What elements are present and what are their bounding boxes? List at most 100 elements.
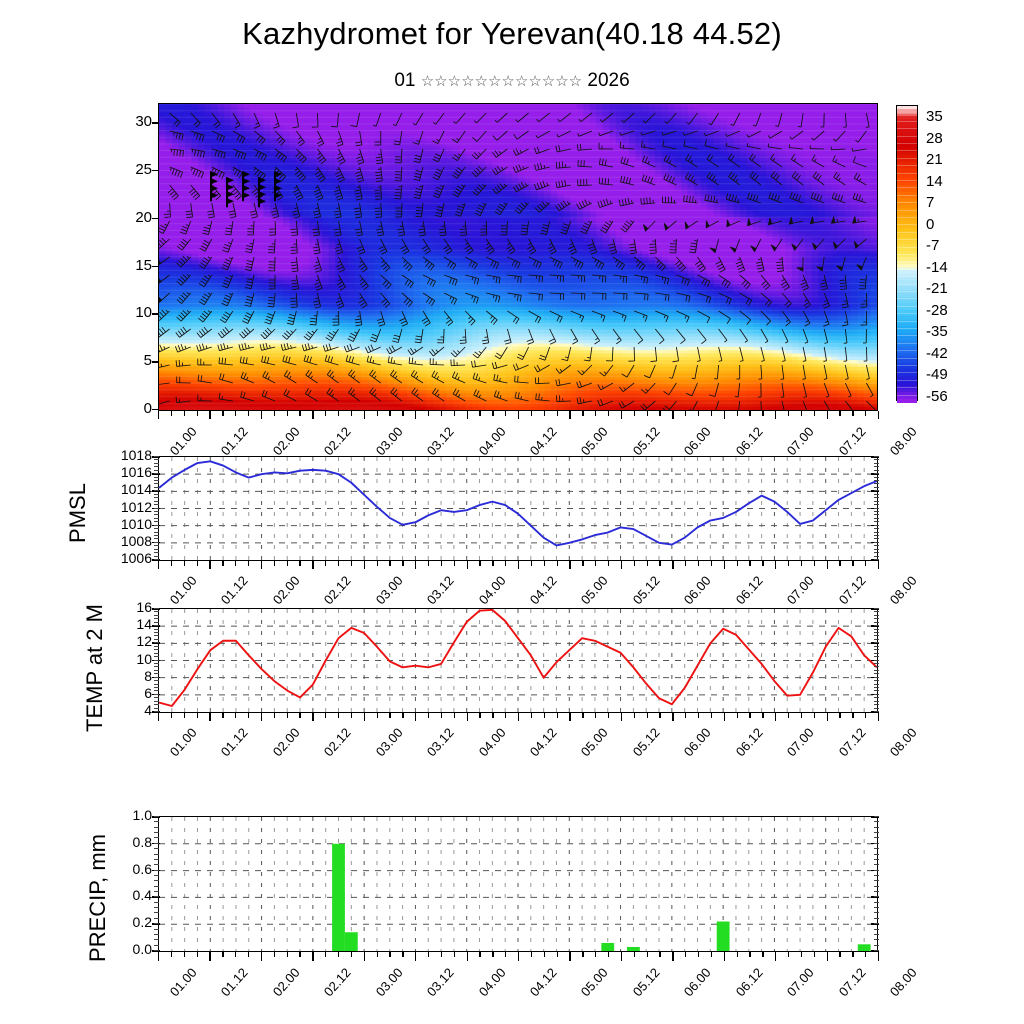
- y-axis-minor-tick: [154, 933, 159, 935]
- y-axis-minor-tick: [154, 528, 159, 530]
- wind-barb: [159, 292, 170, 304]
- y-axis-minor-tick: [154, 504, 159, 506]
- colorbar-segment: [897, 122, 917, 127]
- wind-barb: [708, 382, 720, 397]
- temperature-panel: [158, 608, 878, 713]
- x-axis-tick-label: 02.12: [321, 424, 354, 459]
- x-axis-tick-mark: [299, 712, 301, 718]
- y-axis-minor-tick: [154, 514, 159, 516]
- y-axis-minor-tick: [874, 548, 879, 550]
- wind-barb: [407, 346, 424, 356]
- colorbar-segment: [897, 349, 917, 354]
- x-axis-tick-mark: [363, 560, 365, 569]
- subtitle-day: 01: [394, 70, 416, 91]
- temperature-plot: [159, 609, 877, 712]
- x-axis-tick-label: 06.12: [732, 725, 766, 760]
- x-axis-tick-label: 03.12: [423, 573, 457, 608]
- x-axis-tick-mark: [685, 712, 687, 718]
- colorbar-segment: [897, 175, 917, 180]
- x-axis-tick-mark: [530, 951, 533, 957]
- colorbar-band-divider: [897, 194, 917, 196]
- wind-barb: [767, 130, 783, 139]
- wind-barb: [228, 202, 237, 219]
- wind-barb: [704, 194, 719, 204]
- colorbar-band-divider: [897, 379, 917, 381]
- wind-barb: [197, 374, 212, 384]
- wind-barb: [570, 310, 585, 323]
- wind-barb: [866, 400, 877, 410]
- wind-barb: [493, 390, 508, 402]
- wind-barb: [760, 310, 772, 326]
- x-axis-tick-label: 07.00: [783, 965, 817, 1000]
- wind-barb: [313, 292, 322, 309]
- y-axis-minor-tick: [154, 707, 159, 709]
- y-axis-minor-tick: [874, 645, 879, 647]
- x-axis-tick-mark: [363, 712, 365, 721]
- colorbar-band-divider: [897, 231, 917, 233]
- wind-barb: [676, 274, 690, 286]
- wind-barb: [526, 328, 534, 345]
- wind-barb: [655, 274, 670, 285]
- wind-barb: [739, 328, 748, 343]
- colorbar-segment: [897, 115, 917, 120]
- x-axis-tick-mark: [659, 560, 661, 566]
- wind-barb: [620, 220, 635, 233]
- y-axis-minor-tick: [154, 686, 159, 688]
- wind-barb: [739, 274, 751, 290]
- wind-barb: [730, 112, 741, 126]
- x-axis-tick-mark: [672, 951, 674, 961]
- wind-barb: [809, 145, 825, 150]
- wind-barb: [781, 310, 791, 327]
- wind-barb: [577, 130, 593, 137]
- y-axis-minor-tick: [874, 826, 879, 828]
- y-axis-minor-tick: [874, 469, 879, 471]
- wind-barb: [704, 139, 719, 150]
- x-axis-tick-mark: [350, 712, 353, 718]
- wind-barb: [781, 328, 789, 344]
- wind-barb: [324, 354, 339, 366]
- wind-barb: [755, 256, 765, 273]
- x-axis-tick-mark: [492, 951, 494, 957]
- wind-barb: [415, 202, 424, 218]
- y-axis-minor-tick: [874, 680, 879, 682]
- wind-barb: [239, 327, 255, 339]
- x-axis-tick-mark: [595, 951, 597, 957]
- wind-barb: [718, 292, 732, 305]
- wind-barb: [775, 112, 783, 127]
- wind-barb: [781, 400, 785, 410]
- y-axis-minor-tick: [154, 673, 159, 675]
- wind-barb: [697, 346, 701, 362]
- x-axis-tick-mark: [788, 560, 790, 566]
- x-axis-tick-mark: [749, 560, 751, 566]
- wind-barb: [164, 202, 171, 218]
- x-axis-tick-mark: [608, 712, 610, 718]
- wind-barb: [643, 364, 656, 379]
- wind-barb: [507, 256, 521, 269]
- colorbar-segment: [897, 244, 917, 249]
- y-axis-minor-tick: [154, 555, 159, 557]
- wind-barb: [232, 148, 247, 160]
- y-axis-minor-tick: [874, 907, 879, 909]
- strong-wind-barb-cluster: [210, 171, 282, 208]
- wind-barb: [422, 274, 436, 287]
- y-axis-minor-tick: [154, 917, 159, 919]
- wind-barb: [316, 130, 325, 147]
- wind-barb: [820, 112, 825, 128]
- y-axis-minor-tick: [874, 510, 879, 512]
- wind-barb: [273, 112, 280, 129]
- x-axis-tick-mark: [865, 560, 867, 566]
- colorbar-band-divider: [897, 372, 917, 374]
- wind-barb: [394, 148, 403, 164]
- x-axis-tick-mark: [363, 951, 365, 961]
- x-axis-tick-mark: [350, 560, 353, 566]
- wind-barb: [290, 292, 298, 308]
- wind-barb: [718, 274, 731, 289]
- wind-barb: [380, 256, 391, 272]
- x-axis-tick-mark: [569, 712, 571, 721]
- colorbar-band-divider: [897, 209, 917, 211]
- x-axis-tick-mark: [183, 712, 185, 718]
- wind-barb: [797, 112, 804, 128]
- colorbar-segment: [897, 352, 917, 357]
- wind-barb: [401, 292, 413, 308]
- wind-barb: [580, 220, 593, 235]
